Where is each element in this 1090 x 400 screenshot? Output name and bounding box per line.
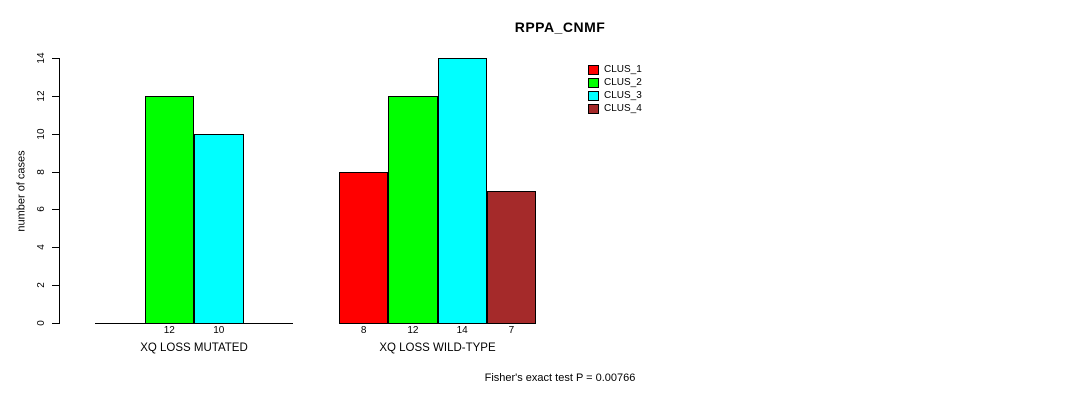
y-axis-tick xyxy=(52,95,59,97)
y-axis-title: number of cases xyxy=(15,149,28,232)
bar-value-label: 7 xyxy=(508,325,515,336)
x-category-label: XQ LOSS WILD-TYPE xyxy=(379,342,496,354)
legend-label-clus_1: CLUS_1 xyxy=(604,64,642,75)
y-axis-tick xyxy=(52,323,59,324)
legend-swatch-clus_1 xyxy=(588,65,599,75)
y-tick-label: 14 xyxy=(36,52,47,64)
bar-clus_4-group1 xyxy=(486,190,536,324)
y-tick-label: 4 xyxy=(36,244,47,251)
bar-value-label: 12 xyxy=(163,325,175,336)
bar-clus_3-group1 xyxy=(437,58,487,324)
y-axis-tick xyxy=(52,285,59,287)
bar-value-label: 8 xyxy=(360,325,367,336)
bar-value-label: 10 xyxy=(213,325,225,336)
y-tick-label: 8 xyxy=(36,168,47,175)
y-axis-tick xyxy=(52,58,59,59)
y-tick-label: 12 xyxy=(36,90,47,102)
y-axis-tick xyxy=(52,133,59,135)
legend-label-clus_2: CLUS_2 xyxy=(604,77,642,88)
y-axis-tick xyxy=(52,171,59,173)
y-tick-label: 6 xyxy=(36,206,47,213)
y-axis-tick xyxy=(52,209,59,211)
y-tick-label: 10 xyxy=(36,128,47,140)
bar-value-label: 14 xyxy=(456,325,468,336)
legend-swatch-clus_3 xyxy=(588,91,599,101)
y-axis-tick xyxy=(52,247,59,249)
legend-swatch-clus_2 xyxy=(588,78,599,88)
bar-clus_2-group0 xyxy=(144,95,194,324)
y-tick-label: 0 xyxy=(36,320,47,326)
fisher-test-note: Fisher's exact test P = 0.00766 xyxy=(484,372,636,384)
legend-label-clus_4: CLUS_4 xyxy=(604,103,642,114)
x-category-label: XQ LOSS MUTATED xyxy=(140,342,248,354)
y-axis-line xyxy=(59,58,60,324)
chart-title: RPPA_CNMF xyxy=(514,19,606,35)
bar-clus_3-group0 xyxy=(194,133,244,324)
y-tick-label: 2 xyxy=(36,282,47,288)
bar-value-label: 12 xyxy=(407,325,419,336)
bar-clus_2-group1 xyxy=(388,95,438,324)
bar-clus_1-group1 xyxy=(339,171,389,324)
legend-swatch-clus_4 xyxy=(588,104,599,114)
legend-label-clus_3: CLUS_3 xyxy=(604,90,642,101)
